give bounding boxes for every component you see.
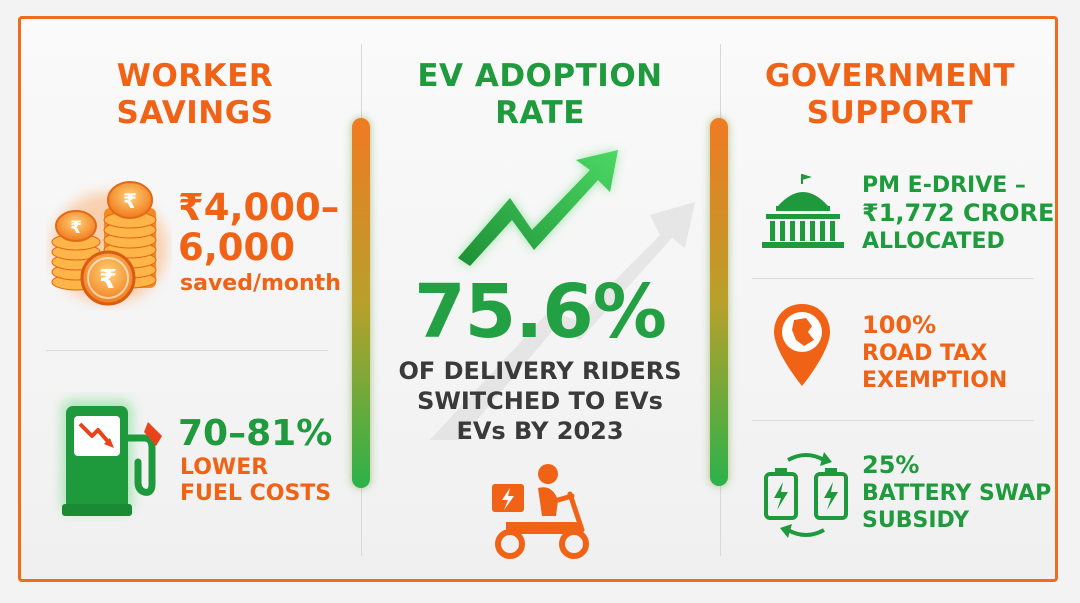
fuel-savings-label-line2: FUEL COSTS — [180, 481, 332, 506]
heading-line: SUPPORT — [806, 95, 974, 131]
road-tax-line3: EXEMPTION — [862, 368, 1008, 393]
fuel-savings-label-line1: LOWER — [180, 455, 269, 480]
savings-unit: saved/month — [180, 271, 341, 296]
map-pin-icon — [774, 304, 830, 386]
coin-rupee-symbol: ₹ — [99, 265, 117, 295]
road-tax-percent: 100% — [862, 311, 937, 339]
heading-line: WORKER — [116, 58, 274, 94]
heading-line: EV ADOPTION — [417, 58, 663, 94]
heading-line: GOVERNMENT — [764, 58, 1016, 94]
ev-adoption-desc-line2: SWITCHED TO EVs — [417, 387, 663, 415]
battery-swap-line3: SUBSIDY — [862, 508, 970, 533]
section-divider — [752, 278, 1034, 279]
government-support-heading: GOVERNMENT SUPPORT — [740, 58, 1040, 132]
heading-line: SAVINGS — [116, 95, 274, 131]
pm-edrive-line3: ALLOCATED — [862, 229, 1005, 254]
pm-edrive-line1: PM E-DRIVE – — [862, 173, 1026, 198]
growth-arrow-icon — [430, 150, 695, 440]
section-divider — [46, 350, 328, 351]
worker-savings-heading: WORKER SAVINGS — [70, 58, 320, 132]
fuel-savings-percent: 70–81% — [178, 413, 333, 454]
road-tax-line2: ROAD TAX — [862, 341, 988, 366]
battery-swap-percent: 25% — [862, 451, 920, 479]
coin-rupee-symbol: ₹ — [123, 189, 137, 213]
savings-amount-line2: 6,000 — [178, 226, 296, 269]
savings-amount-line1: ₹4,000– — [178, 186, 340, 229]
ev-adoption-heading: EV ADOPTION RATE — [380, 58, 700, 132]
heading-line: RATE — [495, 95, 585, 131]
coin-rupee-symbol: ₹ — [70, 218, 82, 238]
ev-adoption-rate: 75.6% — [414, 269, 667, 355]
gradient-bar-right — [710, 118, 728, 486]
parliament-icon — [762, 174, 844, 248]
battery-swap-icon — [764, 452, 848, 538]
pm-edrive-line2: ₹1,772 CRORE — [862, 199, 1055, 227]
ev-adoption-desc-line1: OF DELIVERY RIDERS — [398, 357, 682, 385]
gradient-bar-left — [352, 118, 370, 488]
fuel-pump-icon — [62, 400, 162, 516]
rupee-coins-icon: ₹ ₹ ₹ — [51, 181, 167, 306]
battery-swap-line2: BATTERY SWAP — [862, 481, 1052, 506]
ev-adoption-desc-line3: EVs BY 2023 — [456, 417, 624, 445]
infographic-frame — [18, 16, 1058, 582]
delivery-scooter-icon — [492, 464, 589, 559]
section-divider — [752, 420, 1034, 421]
